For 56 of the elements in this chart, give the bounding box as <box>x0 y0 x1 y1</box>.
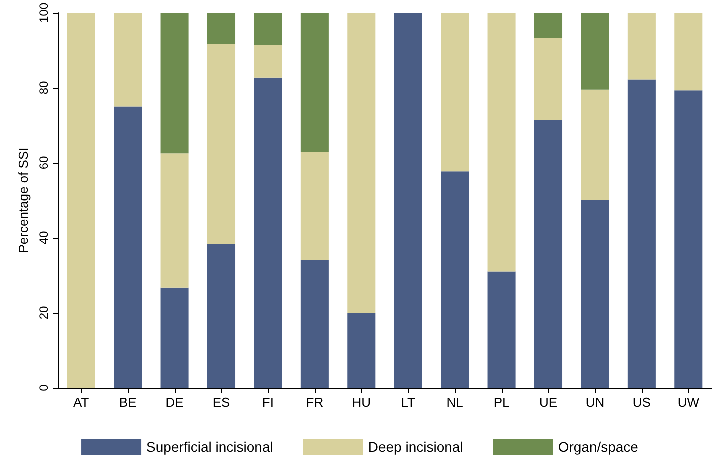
bar <box>300 13 329 153</box>
bar <box>534 13 563 38</box>
bar <box>254 78 282 388</box>
bar <box>348 13 376 313</box>
y-tick-label: 80 <box>37 81 51 95</box>
bar <box>254 13 282 46</box>
bar <box>394 13 422 388</box>
bar <box>207 244 236 388</box>
x-tick-label: ES <box>212 395 230 410</box>
bar <box>488 272 516 388</box>
x-tick-label: DE <box>166 395 184 410</box>
x-tick-label: BE <box>119 395 138 410</box>
legend-label: Deep incisional <box>368 439 464 455</box>
bar <box>628 13 656 80</box>
x-tick-label: UE <box>539 395 558 410</box>
legend-label: Superficial incisional <box>146 439 274 455</box>
bar <box>441 13 470 172</box>
y-tick-label: 60 <box>37 156 51 170</box>
bar <box>674 90 703 388</box>
bar <box>114 106 142 388</box>
bar <box>300 152 329 261</box>
bar <box>674 13 703 91</box>
x-tick-label: UW <box>678 395 700 410</box>
bar <box>300 260 329 388</box>
x-tick-label: LT <box>401 395 416 410</box>
bar <box>207 44 236 244</box>
x-tick-label: US <box>632 395 652 410</box>
bar <box>534 120 563 388</box>
bar <box>581 90 610 201</box>
bar <box>488 13 516 272</box>
x-tick-label: AT <box>74 395 90 410</box>
bar <box>160 154 189 288</box>
x-tick-label: FR <box>306 395 324 410</box>
bar <box>114 13 142 107</box>
x-tick-label: HU <box>352 395 372 410</box>
x-tick-label: NL <box>446 395 464 410</box>
x-tick-label: UN <box>586 395 605 410</box>
bar <box>160 288 189 388</box>
x-tick-label: FI <box>262 395 274 410</box>
bar <box>348 313 376 388</box>
y-axis-title: Percentage of SSI <box>16 148 31 254</box>
bar <box>628 80 656 388</box>
y-tick-label: 20 <box>37 306 51 320</box>
bar <box>67 13 96 388</box>
bar <box>581 200 610 388</box>
y-tick-label: 100 <box>37 2 51 24</box>
legend-label: Organ/space <box>558 439 639 455</box>
y-tick-label: 0 <box>37 384 51 392</box>
bar <box>441 172 470 388</box>
bar <box>254 45 282 78</box>
bar <box>160 13 189 154</box>
y-tick-label: 40 <box>37 231 51 245</box>
bar <box>207 13 236 45</box>
x-tick-label: PL <box>494 395 510 410</box>
bar <box>534 38 563 120</box>
bar <box>581 13 610 90</box>
